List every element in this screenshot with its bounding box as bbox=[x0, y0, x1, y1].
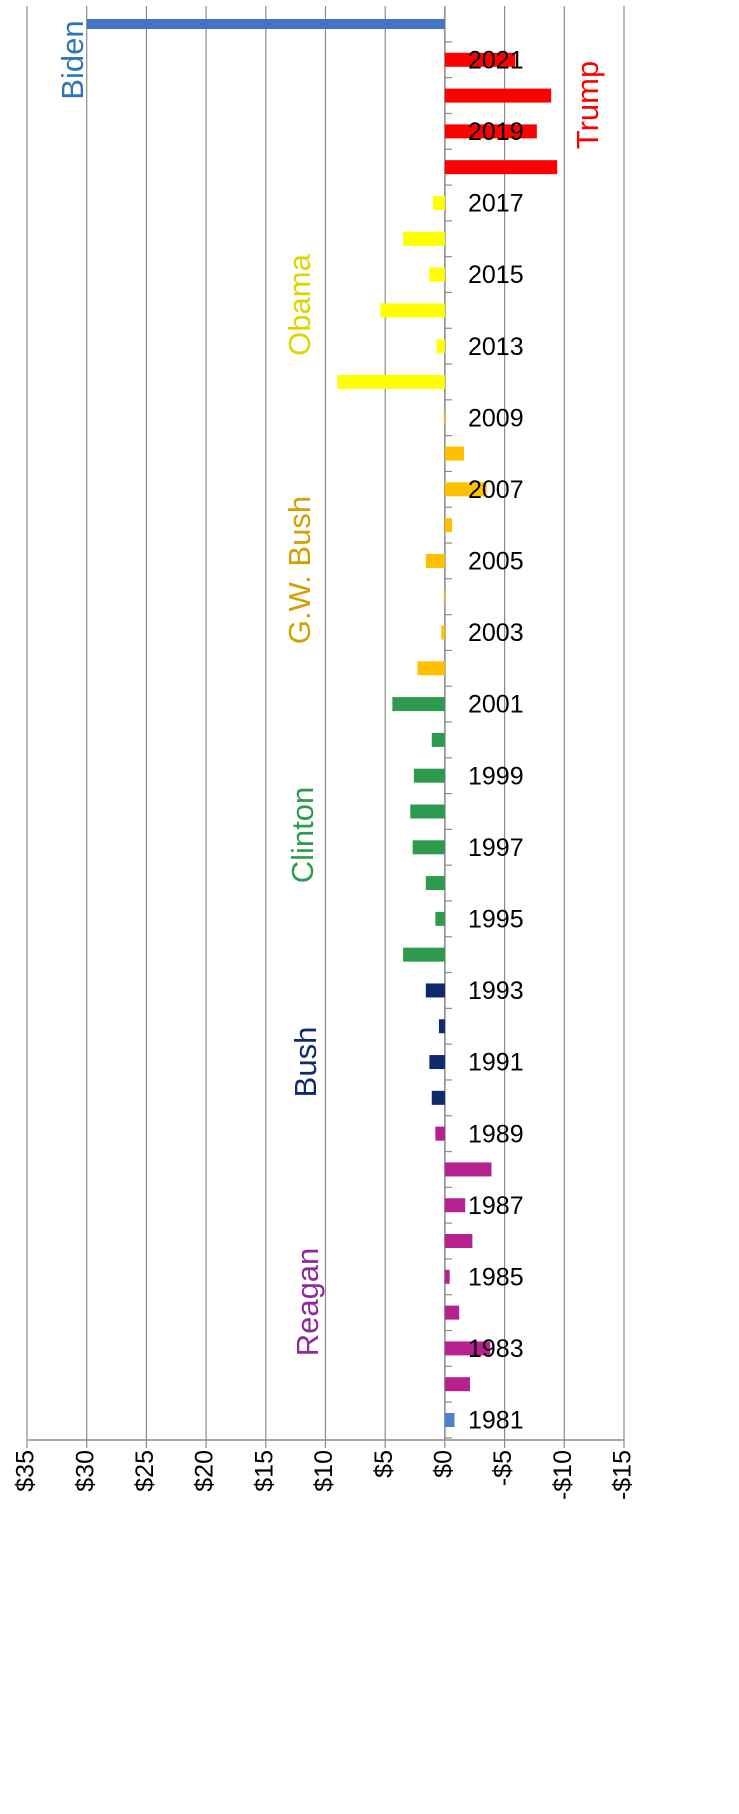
bar bbox=[417, 661, 445, 676]
x-tick-label: $5 bbox=[370, 1450, 398, 1478]
y-tick-label: 1981 bbox=[468, 1407, 524, 1435]
president-label: Trump bbox=[570, 61, 605, 149]
bar bbox=[444, 52, 516, 67]
bar bbox=[444, 1198, 466, 1213]
bar bbox=[444, 1413, 455, 1427]
y-tick-label: 2001 bbox=[468, 691, 524, 719]
y-tick-label: 1993 bbox=[468, 977, 524, 1005]
bar bbox=[444, 1305, 460, 1320]
y-tick-label: 1997 bbox=[468, 834, 524, 862]
bar bbox=[86, 19, 445, 29]
y-tick-label: 2007 bbox=[468, 476, 524, 504]
y-tick-label: 2017 bbox=[468, 190, 524, 218]
x-tick-label: -$5 bbox=[489, 1450, 517, 1486]
bar bbox=[337, 374, 445, 389]
president-label: Obama bbox=[282, 253, 317, 355]
y-tick-label: 1985 bbox=[468, 1263, 524, 1291]
president-label: Bush bbox=[288, 1027, 323, 1098]
y-tick-label: 1999 bbox=[468, 762, 524, 790]
x-tick-label: $20 bbox=[191, 1450, 219, 1492]
bar bbox=[410, 804, 445, 819]
bar bbox=[444, 88, 552, 103]
bar bbox=[413, 768, 445, 783]
bar bbox=[412, 840, 445, 855]
bar bbox=[425, 983, 445, 998]
bar bbox=[429, 1055, 445, 1070]
bar bbox=[432, 195, 445, 210]
bar bbox=[392, 697, 445, 712]
y-tick-label: 1987 bbox=[468, 1192, 524, 1220]
bar bbox=[443, 410, 445, 425]
x-tick-label: -$10 bbox=[549, 1450, 577, 1500]
bar bbox=[444, 1377, 470, 1392]
president-label: G.W. Bush bbox=[282, 496, 317, 644]
y-tick-label: 1995 bbox=[468, 905, 524, 933]
bar bbox=[435, 1126, 445, 1141]
y-tick-label: 1991 bbox=[468, 1049, 524, 1077]
x-tick-label: $15 bbox=[250, 1450, 278, 1492]
bar bbox=[380, 303, 445, 318]
x-tick-label: $10 bbox=[310, 1450, 338, 1492]
bar bbox=[441, 625, 445, 640]
bar bbox=[425, 876, 445, 891]
bar bbox=[435, 911, 445, 926]
bar bbox=[438, 1019, 445, 1034]
y-tick-label: 2005 bbox=[468, 548, 524, 576]
bar bbox=[425, 553, 445, 568]
y-tick-label: 2013 bbox=[468, 333, 524, 361]
x-tick-label: $0 bbox=[430, 1450, 458, 1478]
bar bbox=[443, 589, 445, 604]
bar bbox=[444, 1341, 491, 1356]
bar bbox=[444, 160, 558, 175]
x-tick-label: $35 bbox=[12, 1450, 40, 1492]
president-label: Clinton bbox=[285, 787, 320, 884]
bar bbox=[444, 482, 487, 497]
bar bbox=[444, 1269, 450, 1284]
bar bbox=[431, 732, 445, 747]
x-tick-label: $25 bbox=[131, 1450, 159, 1492]
bar bbox=[444, 1162, 492, 1177]
y-tick-label: 1989 bbox=[468, 1120, 524, 1148]
bar bbox=[431, 1090, 445, 1105]
bar bbox=[403, 947, 445, 962]
bar bbox=[444, 124, 537, 139]
y-tick-label: 2009 bbox=[468, 404, 524, 432]
x-tick-label: -$15 bbox=[609, 1450, 637, 1500]
president-label: Biden bbox=[55, 20, 90, 99]
y-tick-label: 2015 bbox=[468, 261, 524, 289]
bar bbox=[403, 231, 445, 246]
bar bbox=[444, 446, 465, 461]
president-label: Reagan bbox=[290, 1248, 325, 1357]
bar bbox=[444, 1234, 473, 1249]
bar bbox=[429, 267, 445, 282]
y-tick-label: 2003 bbox=[468, 619, 524, 647]
y-tick-label: 2021 bbox=[468, 46, 524, 74]
bar bbox=[444, 518, 453, 533]
x-tick-label: $30 bbox=[71, 1450, 99, 1492]
bar bbox=[436, 339, 445, 354]
y-tick-label: 2019 bbox=[468, 118, 524, 146]
y-tick-label: 1983 bbox=[468, 1335, 524, 1363]
